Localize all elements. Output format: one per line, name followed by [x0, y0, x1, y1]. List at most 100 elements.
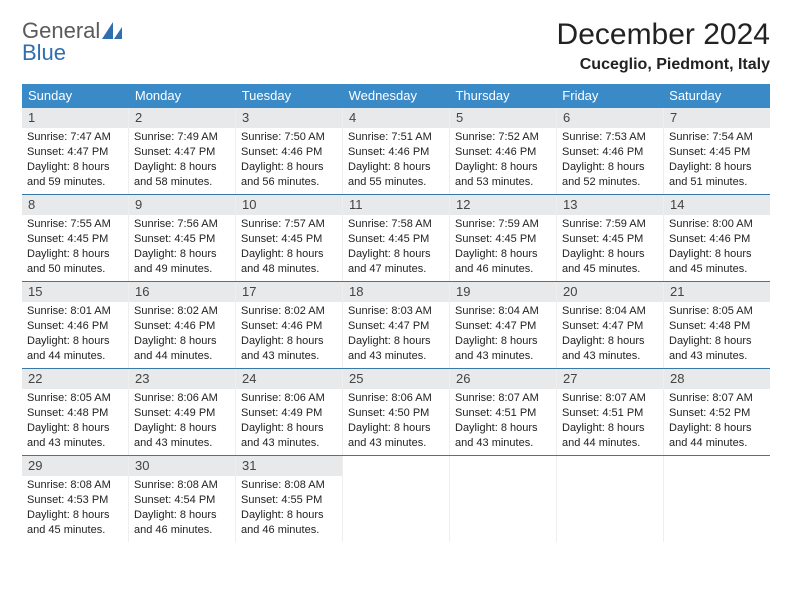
- sunrise-line: Sunrise: 7:52 AM: [455, 130, 551, 145]
- daylight-line: Daylight: 8 hours: [669, 421, 765, 436]
- daylight-line: Daylight: 8 hours: [455, 247, 551, 262]
- sunset-line: Sunset: 4:46 PM: [348, 145, 444, 160]
- sunset-line: Sunset: 4:47 PM: [455, 319, 551, 334]
- daylight-line: and 46 minutes.: [455, 262, 551, 277]
- day-number: 25: [343, 369, 449, 389]
- day-number: 9: [129, 195, 235, 215]
- day-number: 11: [343, 195, 449, 215]
- day-details: Sunrise: 8:08 AMSunset: 4:53 PMDaylight:…: [22, 476, 128, 541]
- day-number: 23: [129, 369, 235, 389]
- day-details: Sunrise: 7:59 AMSunset: 4:45 PMDaylight:…: [557, 215, 663, 280]
- daylight-line: and 50 minutes.: [27, 262, 123, 277]
- day-details: Sunrise: 8:05 AMSunset: 4:48 PMDaylight:…: [22, 389, 128, 454]
- day-number: 8: [22, 195, 128, 215]
- sunrise-line: Sunrise: 7:58 AM: [348, 217, 444, 232]
- day-cell: 20Sunrise: 8:04 AMSunset: 4:47 PMDayligh…: [557, 282, 664, 368]
- daylight-line: Daylight: 8 hours: [455, 334, 551, 349]
- day-details: Sunrise: 7:50 AMSunset: 4:46 PMDaylight:…: [236, 128, 342, 193]
- day-number: 2: [129, 108, 235, 128]
- day-details: Sunrise: 8:00 AMSunset: 4:46 PMDaylight:…: [664, 215, 770, 280]
- day-cell: 11Sunrise: 7:58 AMSunset: 4:45 PMDayligh…: [343, 195, 450, 281]
- day-number: 6: [557, 108, 663, 128]
- title-block: December 2024 Cuceglio, Piedmont, Italy: [557, 18, 770, 74]
- daylight-line: Daylight: 8 hours: [455, 421, 551, 436]
- daylight-line: and 44 minutes.: [669, 436, 765, 451]
- sunset-line: Sunset: 4:46 PM: [241, 145, 337, 160]
- sunrise-line: Sunrise: 8:06 AM: [134, 391, 230, 406]
- day-cell: 16Sunrise: 8:02 AMSunset: 4:46 PMDayligh…: [129, 282, 236, 368]
- daylight-line: and 55 minutes.: [348, 175, 444, 190]
- sunset-line: Sunset: 4:45 PM: [134, 232, 230, 247]
- sunset-line: Sunset: 4:50 PM: [348, 406, 444, 421]
- sunset-line: Sunset: 4:53 PM: [27, 493, 123, 508]
- week-row: 8Sunrise: 7:55 AMSunset: 4:45 PMDaylight…: [22, 194, 770, 281]
- daylight-line: and 45 minutes.: [562, 262, 658, 277]
- daylight-line: and 58 minutes.: [134, 175, 230, 190]
- day-details: Sunrise: 8:02 AMSunset: 4:46 PMDaylight:…: [129, 302, 235, 367]
- empty-cell: .: [450, 456, 557, 542]
- daylight-line: Daylight: 8 hours: [562, 334, 658, 349]
- day-details: Sunrise: 8:07 AMSunset: 4:52 PMDaylight:…: [664, 389, 770, 454]
- day-details: Sunrise: 7:58 AMSunset: 4:45 PMDaylight:…: [343, 215, 449, 280]
- day-details: Sunrise: 8:06 AMSunset: 4:50 PMDaylight:…: [343, 389, 449, 454]
- day-cell: 13Sunrise: 7:59 AMSunset: 4:45 PMDayligh…: [557, 195, 664, 281]
- sunrise-line: Sunrise: 8:05 AM: [27, 391, 123, 406]
- daylight-line: and 56 minutes.: [241, 175, 337, 190]
- week-row: 29Sunrise: 8:08 AMSunset: 4:53 PMDayligh…: [22, 455, 770, 542]
- sunrise-line: Sunrise: 8:07 AM: [455, 391, 551, 406]
- day-cell: 19Sunrise: 8:04 AMSunset: 4:47 PMDayligh…: [450, 282, 557, 368]
- day-details: Sunrise: 7:53 AMSunset: 4:46 PMDaylight:…: [557, 128, 663, 193]
- daylight-line: Daylight: 8 hours: [27, 421, 123, 436]
- week-row: 1Sunrise: 7:47 AMSunset: 4:47 PMDaylight…: [22, 108, 770, 194]
- sunrise-line: Sunrise: 7:54 AM: [669, 130, 765, 145]
- day-cell: 25Sunrise: 8:06 AMSunset: 4:50 PMDayligh…: [343, 369, 450, 455]
- daylight-line: and 44 minutes.: [562, 436, 658, 451]
- location-subtitle: Cuceglio, Piedmont, Italy: [557, 56, 770, 74]
- day-cell: 30Sunrise: 8:08 AMSunset: 4:54 PMDayligh…: [129, 456, 236, 542]
- daylight-line: and 43 minutes.: [455, 436, 551, 451]
- sunrise-line: Sunrise: 7:59 AM: [562, 217, 658, 232]
- sunset-line: Sunset: 4:46 PM: [241, 319, 337, 334]
- daylight-line: Daylight: 8 hours: [134, 334, 230, 349]
- day-cell: 28Sunrise: 8:07 AMSunset: 4:52 PMDayligh…: [664, 369, 770, 455]
- sunset-line: Sunset: 4:51 PM: [562, 406, 658, 421]
- calendar-page: General Blue December 2024 Cuceglio, Pie…: [0, 0, 792, 552]
- sunset-line: Sunset: 4:48 PM: [669, 319, 765, 334]
- day-details: Sunrise: 7:54 AMSunset: 4:45 PMDaylight:…: [664, 128, 770, 193]
- sunrise-line: Sunrise: 7:56 AM: [134, 217, 230, 232]
- day-cell: 27Sunrise: 8:07 AMSunset: 4:51 PMDayligh…: [557, 369, 664, 455]
- daylight-line: Daylight: 8 hours: [241, 421, 337, 436]
- sunrise-line: Sunrise: 8:08 AM: [241, 478, 337, 493]
- sunrise-line: Sunrise: 7:51 AM: [348, 130, 444, 145]
- day-cell: 15Sunrise: 8:01 AMSunset: 4:46 PMDayligh…: [22, 282, 129, 368]
- daylight-line: Daylight: 8 hours: [241, 247, 337, 262]
- day-cell: 18Sunrise: 8:03 AMSunset: 4:47 PMDayligh…: [343, 282, 450, 368]
- daylight-line: and 43 minutes.: [455, 349, 551, 364]
- day-details: Sunrise: 7:49 AMSunset: 4:47 PMDaylight:…: [129, 128, 235, 193]
- sunrise-line: Sunrise: 8:03 AM: [348, 304, 444, 319]
- daylight-line: and 44 minutes.: [27, 349, 123, 364]
- day-number: 27: [557, 369, 663, 389]
- day-details: Sunrise: 8:08 AMSunset: 4:54 PMDaylight:…: [129, 476, 235, 541]
- sunset-line: Sunset: 4:54 PM: [134, 493, 230, 508]
- day-details: Sunrise: 8:07 AMSunset: 4:51 PMDaylight:…: [557, 389, 663, 454]
- day-number: 22: [22, 369, 128, 389]
- day-cell: 31Sunrise: 8:08 AMSunset: 4:55 PMDayligh…: [236, 456, 343, 542]
- day-number: 30: [129, 456, 235, 476]
- daylight-line: and 43 minutes.: [562, 349, 658, 364]
- sunrise-line: Sunrise: 7:47 AM: [27, 130, 123, 145]
- sunrise-line: Sunrise: 8:02 AM: [134, 304, 230, 319]
- daylight-line: and 43 minutes.: [348, 349, 444, 364]
- daylight-line: and 43 minutes.: [241, 349, 337, 364]
- sunrise-line: Sunrise: 8:06 AM: [241, 391, 337, 406]
- sunset-line: Sunset: 4:49 PM: [241, 406, 337, 421]
- day-cell: 6Sunrise: 7:53 AMSunset: 4:46 PMDaylight…: [557, 108, 664, 194]
- day-of-week-header: SundayMondayTuesdayWednesdayThursdayFrid…: [22, 84, 770, 108]
- daylight-line: and 59 minutes.: [27, 175, 123, 190]
- sunrise-line: Sunrise: 8:00 AM: [669, 217, 765, 232]
- sunset-line: Sunset: 4:45 PM: [669, 145, 765, 160]
- sunset-line: Sunset: 4:46 PM: [562, 145, 658, 160]
- daylight-line: Daylight: 8 hours: [134, 508, 230, 523]
- sunset-line: Sunset: 4:45 PM: [562, 232, 658, 247]
- dow-friday: Friday: [556, 84, 663, 108]
